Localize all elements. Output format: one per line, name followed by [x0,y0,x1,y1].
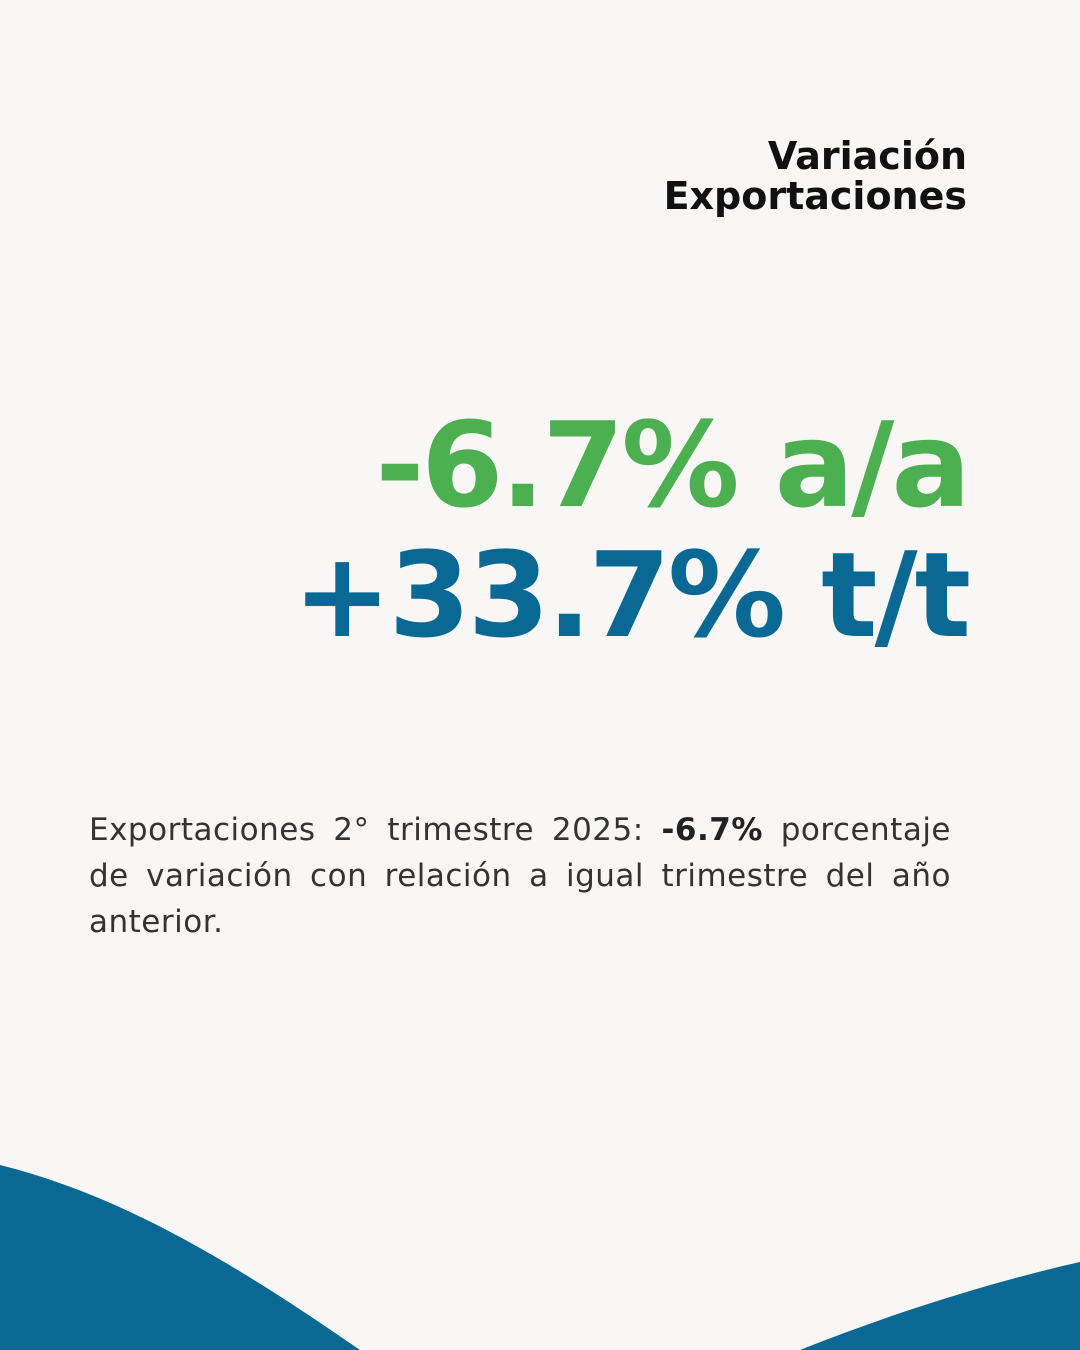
decorative-wave [0,1165,1080,1350]
page-title-line1: Variación [767,134,967,178]
qoq-variation-value: +33.7% t/t [292,526,971,664]
wave-shape [0,1165,1080,1350]
page-title-line2: Exportaciones [663,174,967,218]
page-title: Variación Exportaciones [664,136,967,216]
description-highlight: -6.7% [661,812,763,848]
yoy-variation-value: -6.7% a/a [375,396,971,534]
description-text: Exportaciones 2° trimestre 2025: -6.7% p… [89,807,951,945]
description-prefix: Exportaciones 2° trimestre 2025: [89,812,662,848]
description-suffix: porcentaje de variación con relación a i… [89,812,951,940]
